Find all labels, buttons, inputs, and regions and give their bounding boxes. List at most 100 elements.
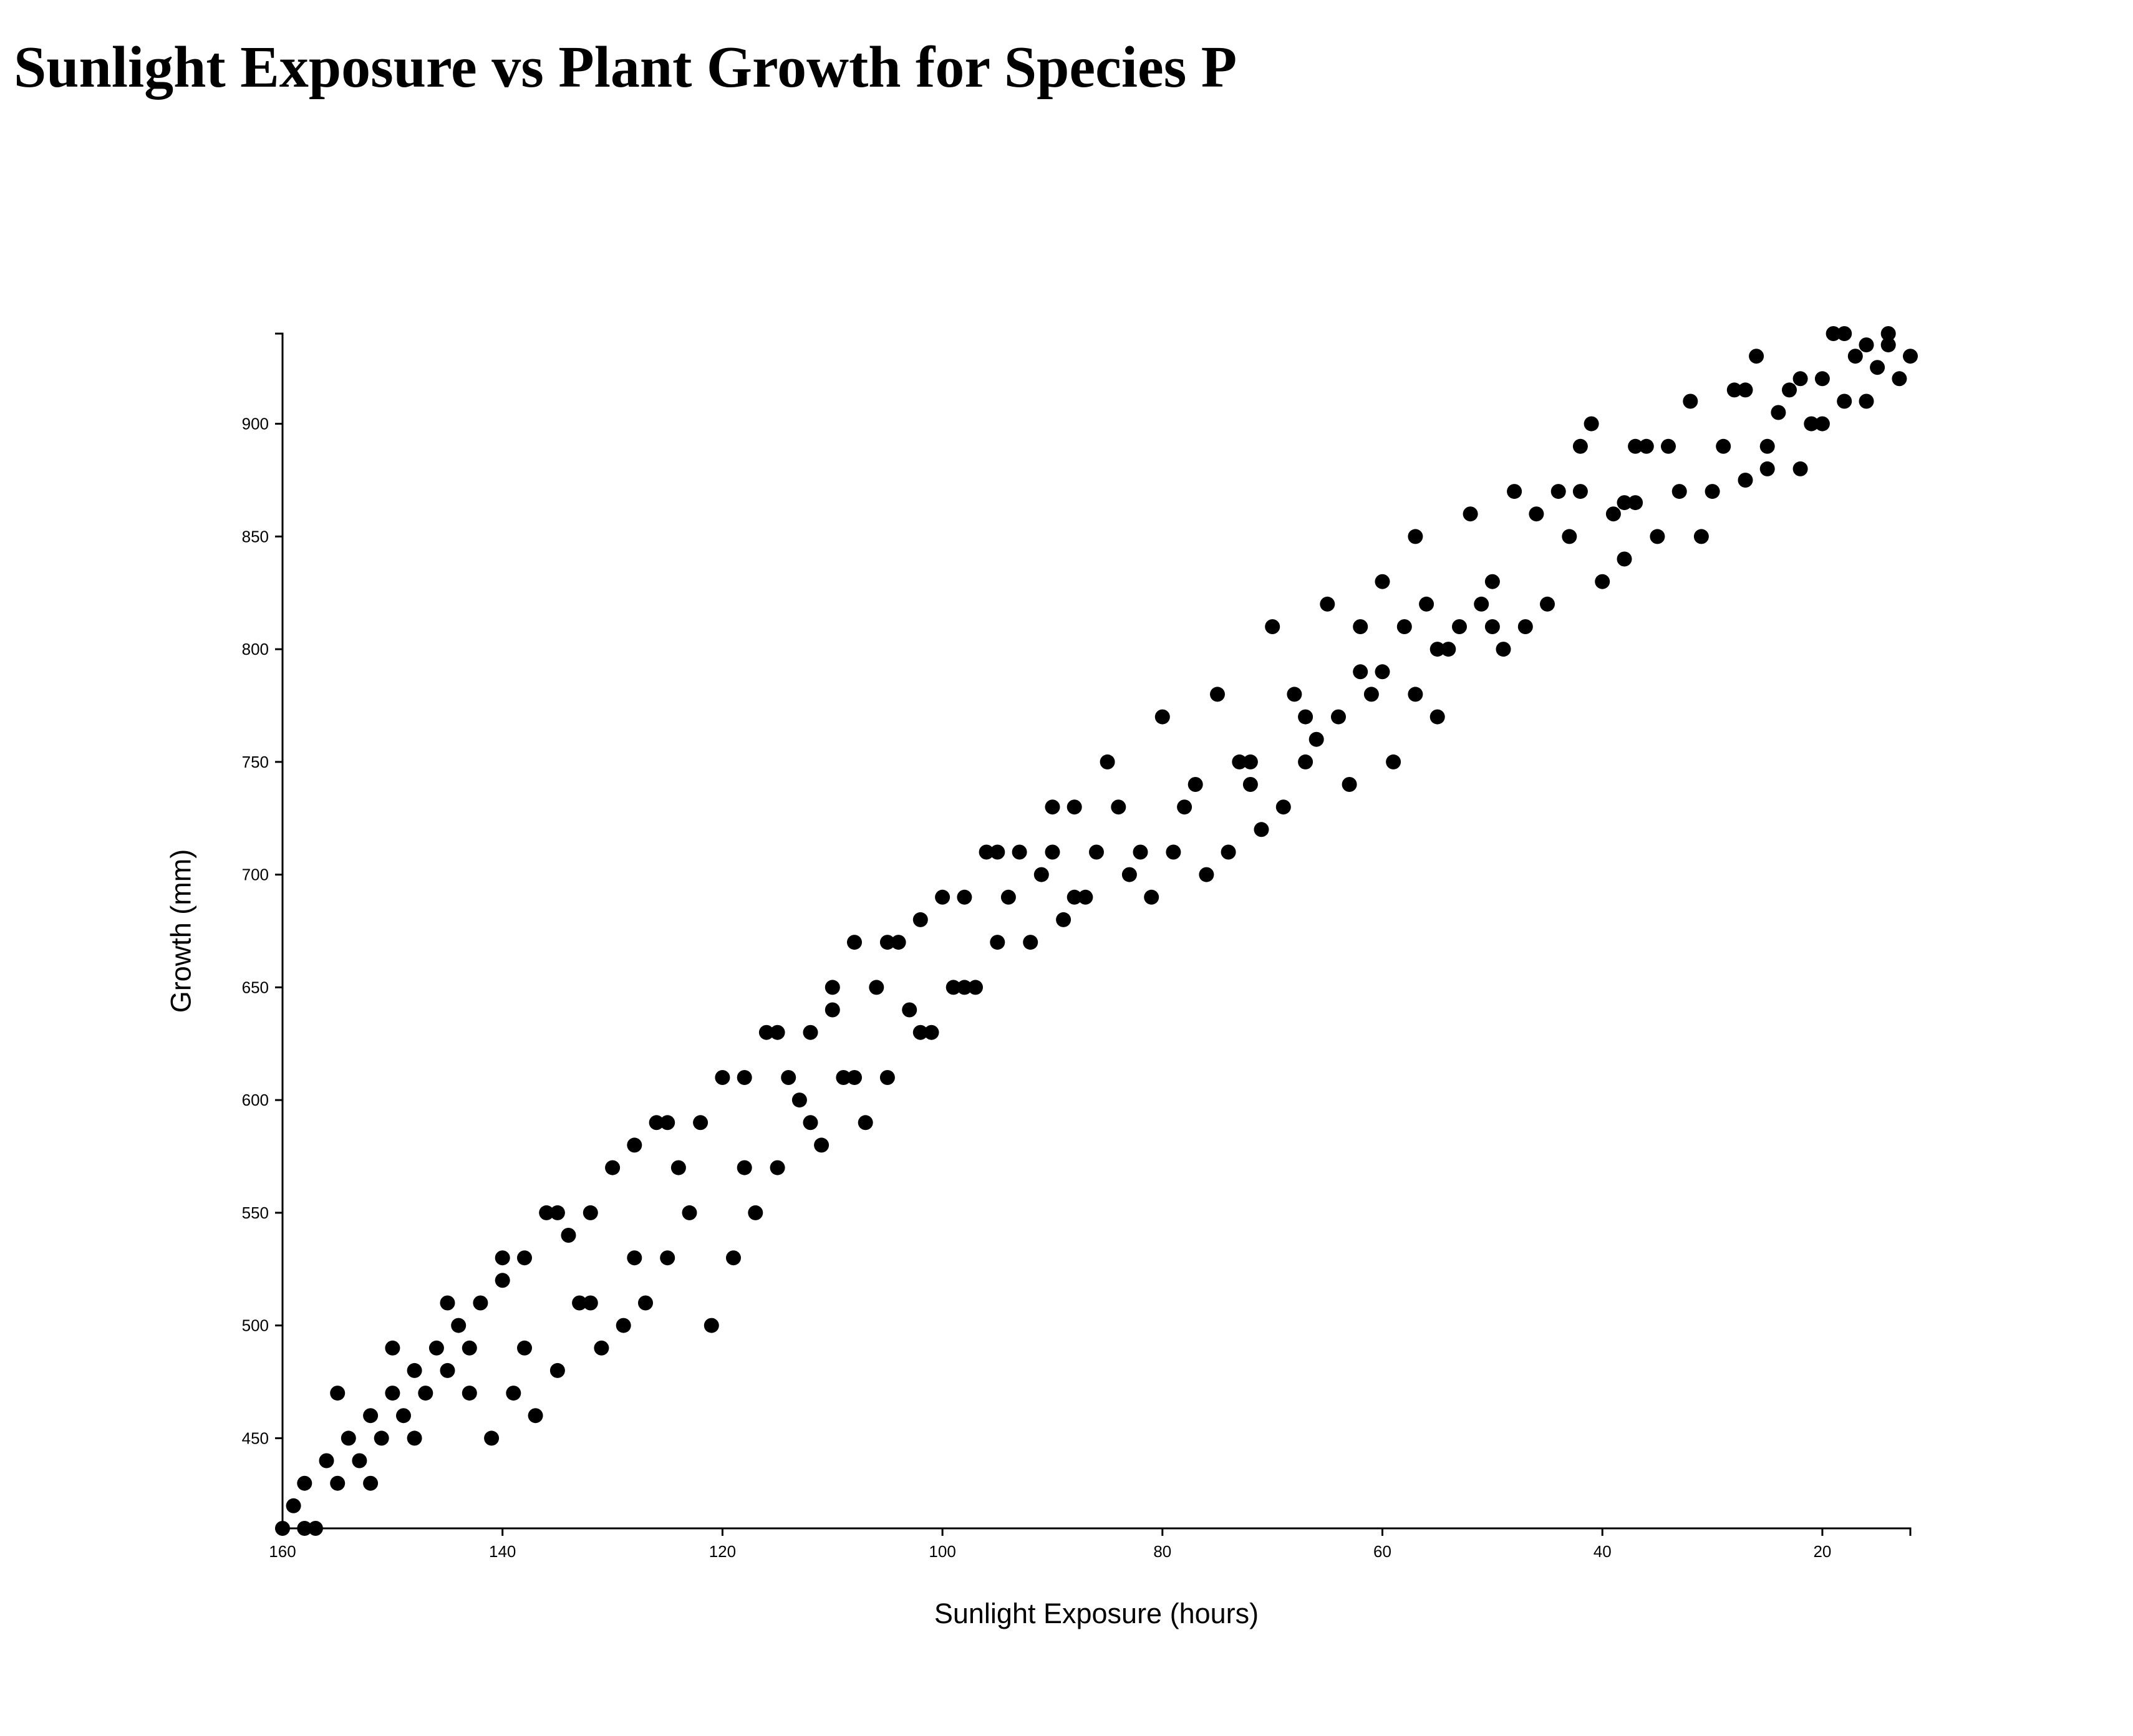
data-point (385, 1340, 400, 1356)
data-point (1308, 731, 1324, 747)
data-point (1859, 393, 1874, 409)
data-point (440, 1362, 455, 1378)
data-point (770, 1160, 785, 1175)
data-point (1562, 529, 1577, 544)
x-tick-label: 40 (1594, 1542, 1612, 1561)
data-point (902, 1002, 917, 1018)
data-point (968, 980, 983, 995)
data-point (1100, 754, 1115, 769)
data-point (495, 1273, 510, 1288)
data-point (396, 1408, 411, 1424)
data-point (1045, 844, 1060, 860)
data-point (1584, 416, 1599, 432)
data-point (1199, 867, 1214, 882)
data-point (1683, 393, 1698, 409)
data-point (352, 1453, 367, 1468)
data-point (517, 1340, 532, 1356)
data-point (957, 980, 972, 995)
data-point (1771, 405, 1786, 420)
data-point (979, 844, 994, 860)
data-point (1529, 506, 1544, 522)
data-point (1111, 799, 1126, 815)
data-point (1078, 889, 1093, 905)
data-point (583, 1295, 598, 1311)
data-point (1177, 799, 1192, 815)
data-point (1814, 371, 1830, 387)
data-point (670, 1160, 686, 1175)
data-point (660, 1115, 675, 1131)
data-point (1550, 484, 1566, 499)
data-point (528, 1408, 543, 1424)
data-point (385, 1386, 400, 1401)
data-point (1298, 709, 1313, 725)
data-point (473, 1295, 488, 1311)
data-point (693, 1115, 709, 1131)
data-point (1242, 754, 1258, 769)
data-point (1814, 416, 1830, 432)
data-point (791, 1092, 807, 1108)
data-point (286, 1498, 301, 1513)
data-point (1221, 844, 1236, 860)
data-point (737, 1070, 752, 1085)
data-point (1650, 529, 1665, 544)
data-point (1572, 484, 1588, 499)
data-point (1847, 349, 1863, 364)
data-point (1628, 495, 1643, 511)
y-tick-label: 900 (242, 415, 269, 433)
data-point (1595, 574, 1610, 589)
data-point (1187, 777, 1203, 792)
data-point (1892, 371, 1907, 387)
data-point (1242, 777, 1258, 792)
data-point (1540, 596, 1555, 612)
data-point (1331, 709, 1346, 725)
data-point (1617, 551, 1632, 567)
data-point (1023, 935, 1038, 950)
x-tick-label: 20 (1813, 1542, 1831, 1561)
data-point (1254, 822, 1269, 837)
data-point (1693, 529, 1709, 544)
data-point (1144, 889, 1159, 905)
y-axis-label: Growth (mm) (165, 849, 197, 1013)
data-point (1275, 799, 1291, 815)
data-point (1012, 844, 1027, 860)
data-point (758, 1025, 774, 1040)
x-axis-line (281, 1527, 1912, 1536)
data-point (924, 1025, 939, 1040)
data-point (549, 1205, 565, 1220)
data-point (307, 1521, 323, 1536)
data-point (418, 1386, 433, 1401)
data-point (330, 1475, 346, 1491)
data-point (770, 1025, 785, 1040)
data-point (847, 1070, 862, 1085)
data-point (1353, 664, 1368, 680)
y-tick-label: 700 (242, 866, 269, 884)
data-point (462, 1386, 477, 1401)
x-tick-label: 100 (929, 1542, 955, 1561)
x-tick-label: 60 (1373, 1542, 1391, 1561)
data-point (1089, 844, 1104, 860)
data-point (1517, 619, 1533, 634)
data-point (912, 1025, 928, 1040)
data-point (737, 1160, 752, 1175)
data-point (517, 1250, 532, 1266)
data-point (1056, 912, 1071, 927)
data-point (990, 935, 1005, 950)
x-tick-label: 80 (1153, 1542, 1171, 1561)
data-point (1154, 709, 1170, 725)
data-point (1605, 506, 1621, 522)
x-tick-label: 120 (709, 1542, 736, 1561)
data-point (583, 1205, 598, 1220)
data-point (825, 980, 840, 995)
data-point (1287, 687, 1302, 702)
data-point (682, 1205, 697, 1220)
data-point (715, 1070, 730, 1085)
data-point (1804, 416, 1819, 432)
data-point (1792, 461, 1808, 476)
data-point (1342, 777, 1357, 792)
data-point (1837, 393, 1852, 409)
y-axis: 450 500 550 600 650 700 750 800 850 900 (242, 332, 284, 1530)
data-point (803, 1115, 818, 1131)
data-point (616, 1318, 631, 1333)
data-point (1033, 867, 1049, 882)
data-point (869, 980, 884, 995)
